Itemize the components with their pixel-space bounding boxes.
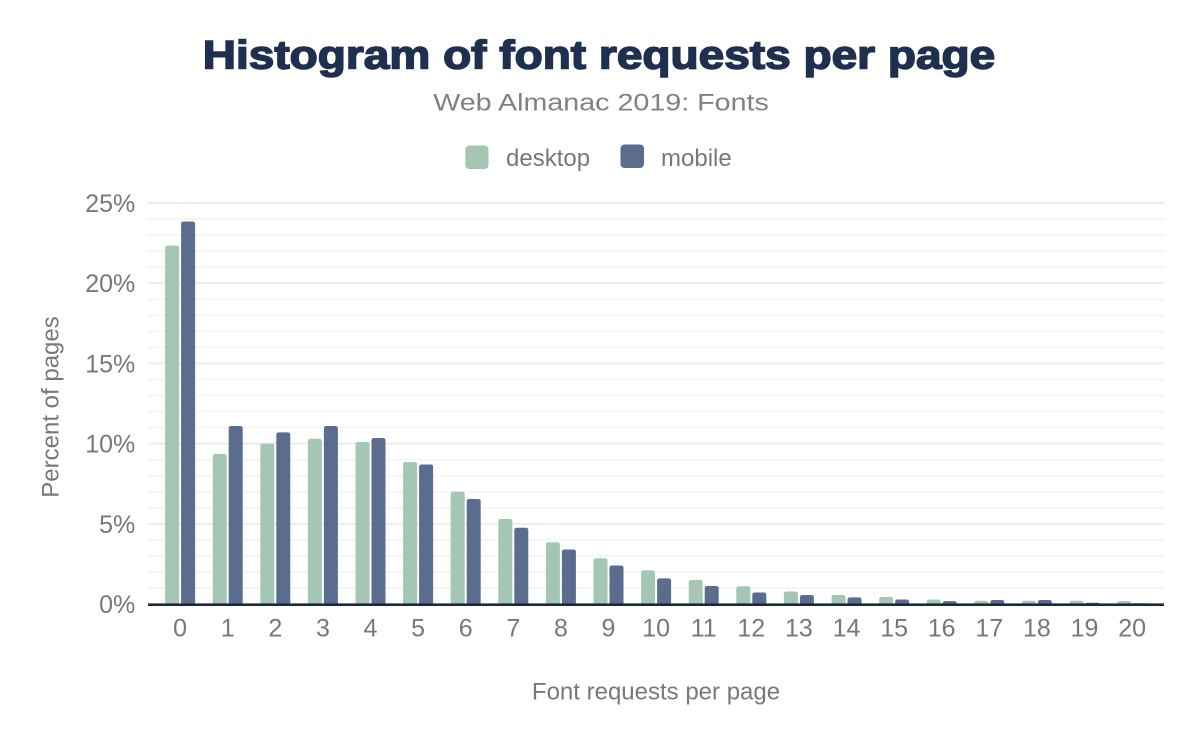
svg-text:15%: 15% [85, 350, 135, 378]
svg-text:Font requests per page: Font requests per page [532, 678, 780, 705]
svg-text:11: 11 [691, 614, 717, 642]
svg-text:25%: 25% [85, 190, 135, 218]
svg-text:20%: 20% [85, 270, 135, 298]
svg-text:5: 5 [411, 614, 425, 642]
svg-text:Histogram of font requests per: Histogram of font requests per page [203, 33, 996, 77]
svg-text:0%: 0% [99, 591, 135, 619]
svg-text:3: 3 [316, 614, 330, 642]
svg-text:20: 20 [1118, 614, 1146, 642]
svg-text:9: 9 [602, 614, 616, 642]
svg-text:1: 1 [221, 614, 235, 642]
svg-text:4: 4 [364, 614, 378, 642]
svg-text:10%: 10% [85, 431, 135, 459]
svg-text:8: 8 [554, 614, 568, 642]
svg-text:2: 2 [268, 614, 282, 642]
svg-text:10: 10 [642, 614, 670, 642]
svg-text:18: 18 [1023, 614, 1051, 642]
svg-text:7: 7 [506, 614, 520, 642]
svg-text:15: 15 [880, 614, 908, 642]
svg-text:5%: 5% [99, 511, 135, 539]
svg-text:12: 12 [737, 614, 765, 642]
svg-text:Percent of pages: Percent of pages [38, 316, 65, 497]
svg-text:19: 19 [1071, 614, 1099, 642]
svg-text:17: 17 [975, 614, 1003, 642]
svg-text:16: 16 [928, 614, 956, 642]
svg-text:desktop: desktop [506, 145, 590, 172]
svg-text:0: 0 [173, 614, 187, 642]
svg-text:Web Almanac 2019: Fonts: Web Almanac 2019: Fonts [433, 88, 769, 116]
svg-text:14: 14 [833, 614, 861, 642]
svg-text:6: 6 [459, 614, 473, 642]
svg-text:13: 13 [785, 614, 813, 642]
svg-text:mobile: mobile [661, 145, 732, 172]
